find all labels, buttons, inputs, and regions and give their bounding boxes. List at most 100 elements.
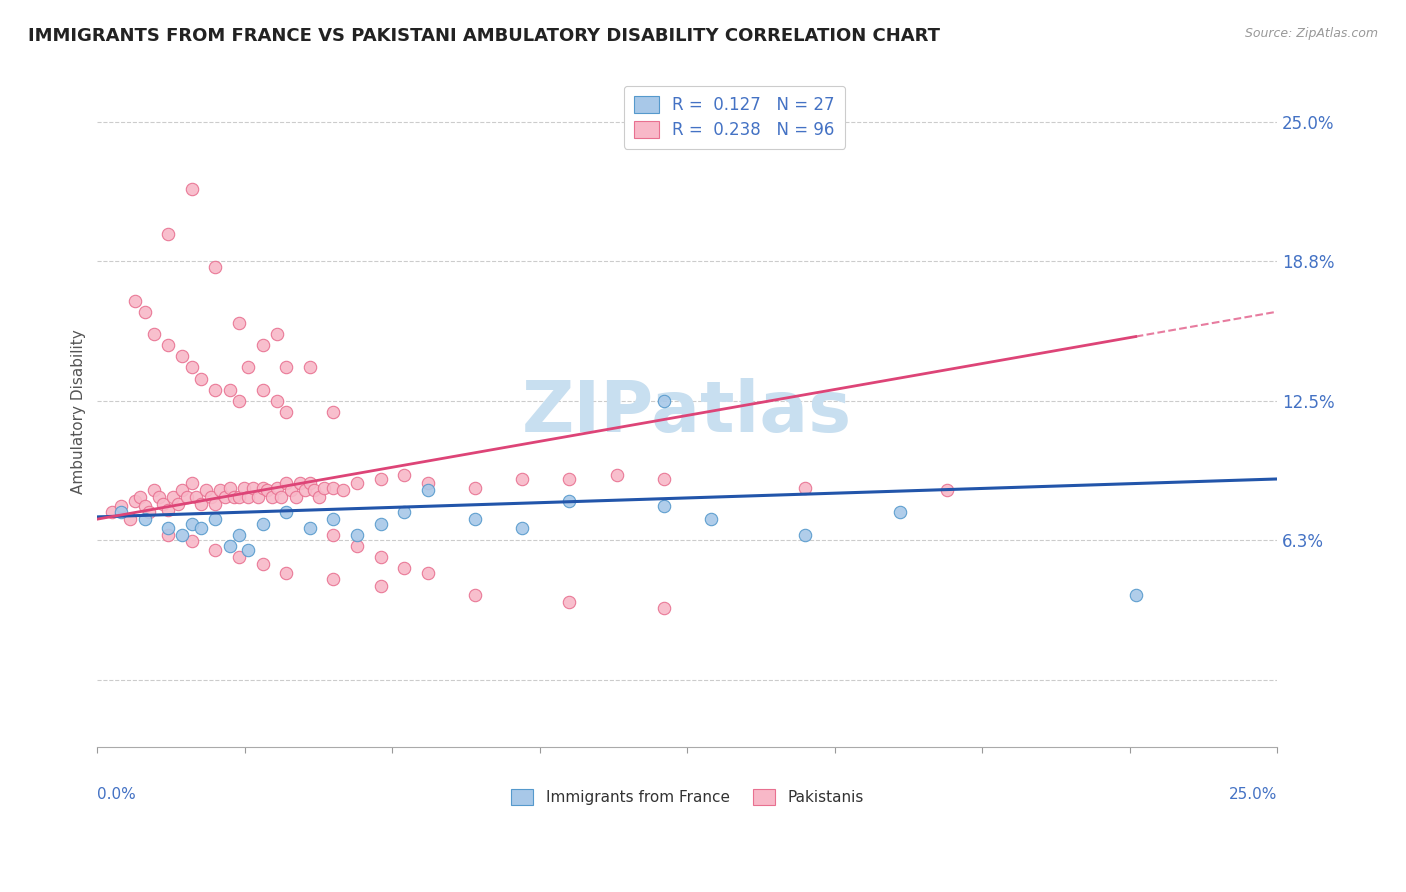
Point bbox=[276, 476, 298, 491]
Point bbox=[794, 527, 817, 541]
Point bbox=[166, 496, 188, 510]
Point bbox=[218, 481, 240, 495]
Point bbox=[252, 557, 274, 571]
Point bbox=[110, 499, 132, 513]
Point bbox=[128, 490, 150, 504]
Point bbox=[510, 521, 533, 535]
Point bbox=[228, 490, 250, 504]
Point bbox=[180, 476, 202, 491]
Point bbox=[558, 494, 581, 508]
Point bbox=[392, 561, 415, 575]
Y-axis label: Ambulatory Disability: Ambulatory Disability bbox=[72, 330, 86, 494]
Point bbox=[143, 483, 166, 497]
Point bbox=[124, 494, 146, 508]
Point bbox=[143, 326, 166, 341]
Point bbox=[228, 393, 250, 408]
Point bbox=[252, 481, 274, 495]
Point bbox=[276, 360, 298, 375]
Point bbox=[172, 527, 194, 541]
Point bbox=[370, 579, 392, 593]
Point bbox=[134, 499, 156, 513]
Point bbox=[280, 483, 302, 497]
Point bbox=[370, 516, 392, 531]
Point bbox=[322, 572, 344, 586]
Point bbox=[252, 516, 274, 531]
Point bbox=[138, 505, 160, 519]
Point bbox=[172, 483, 194, 497]
Point bbox=[322, 481, 344, 495]
Point bbox=[794, 481, 817, 495]
Point bbox=[276, 505, 298, 519]
Point bbox=[889, 505, 911, 519]
Point bbox=[290, 476, 312, 491]
Point bbox=[256, 483, 278, 497]
Point bbox=[214, 490, 236, 504]
Point bbox=[266, 393, 288, 408]
Point bbox=[652, 601, 675, 615]
Point bbox=[346, 527, 368, 541]
Point bbox=[162, 490, 184, 504]
Point bbox=[558, 472, 581, 486]
Point bbox=[218, 539, 240, 553]
Point bbox=[392, 505, 415, 519]
Point bbox=[260, 490, 283, 504]
Point bbox=[176, 490, 198, 504]
Point bbox=[180, 534, 202, 549]
Point bbox=[510, 472, 533, 486]
Point bbox=[298, 360, 321, 375]
Point bbox=[322, 527, 344, 541]
Text: Source: ZipAtlas.com: Source: ZipAtlas.com bbox=[1244, 27, 1378, 40]
Point bbox=[152, 496, 174, 510]
Point bbox=[238, 360, 260, 375]
Text: 25.0%: 25.0% bbox=[1229, 787, 1277, 802]
Point bbox=[370, 472, 392, 486]
Point bbox=[935, 483, 957, 497]
Point bbox=[190, 371, 212, 385]
Point bbox=[252, 383, 274, 397]
Point bbox=[370, 549, 392, 564]
Point bbox=[652, 472, 675, 486]
Text: 0.0%: 0.0% bbox=[97, 787, 136, 802]
Point bbox=[298, 476, 321, 491]
Point bbox=[228, 549, 250, 564]
Point bbox=[120, 512, 142, 526]
Point bbox=[464, 588, 486, 602]
Point bbox=[157, 521, 180, 535]
Point bbox=[246, 490, 269, 504]
Point bbox=[134, 512, 156, 526]
Point bbox=[464, 481, 486, 495]
Point bbox=[200, 490, 222, 504]
Legend: Immigrants from France, Pakistanis: Immigrants from France, Pakistanis bbox=[503, 781, 872, 813]
Point bbox=[332, 483, 354, 497]
Point bbox=[100, 505, 122, 519]
Point bbox=[209, 483, 232, 497]
Point bbox=[190, 496, 212, 510]
Point bbox=[276, 405, 298, 419]
Point bbox=[652, 393, 675, 408]
Point bbox=[157, 503, 180, 517]
Point bbox=[266, 481, 288, 495]
Point bbox=[605, 467, 627, 482]
Point bbox=[266, 326, 288, 341]
Point bbox=[228, 316, 250, 330]
Point bbox=[308, 490, 330, 504]
Point bbox=[392, 467, 415, 482]
Point bbox=[204, 512, 226, 526]
Text: ZIPatlas: ZIPatlas bbox=[522, 377, 852, 447]
Point bbox=[204, 543, 226, 558]
Point bbox=[416, 483, 439, 497]
Point bbox=[322, 512, 344, 526]
Point bbox=[224, 490, 246, 504]
Point bbox=[172, 349, 194, 363]
Point bbox=[270, 490, 292, 504]
Point bbox=[232, 481, 254, 495]
Point bbox=[134, 304, 156, 318]
Point bbox=[190, 521, 212, 535]
Point bbox=[304, 483, 326, 497]
Point bbox=[700, 512, 723, 526]
Point bbox=[124, 293, 146, 308]
Point bbox=[186, 490, 208, 504]
Point bbox=[157, 527, 180, 541]
Point bbox=[252, 338, 274, 352]
Point bbox=[238, 543, 260, 558]
